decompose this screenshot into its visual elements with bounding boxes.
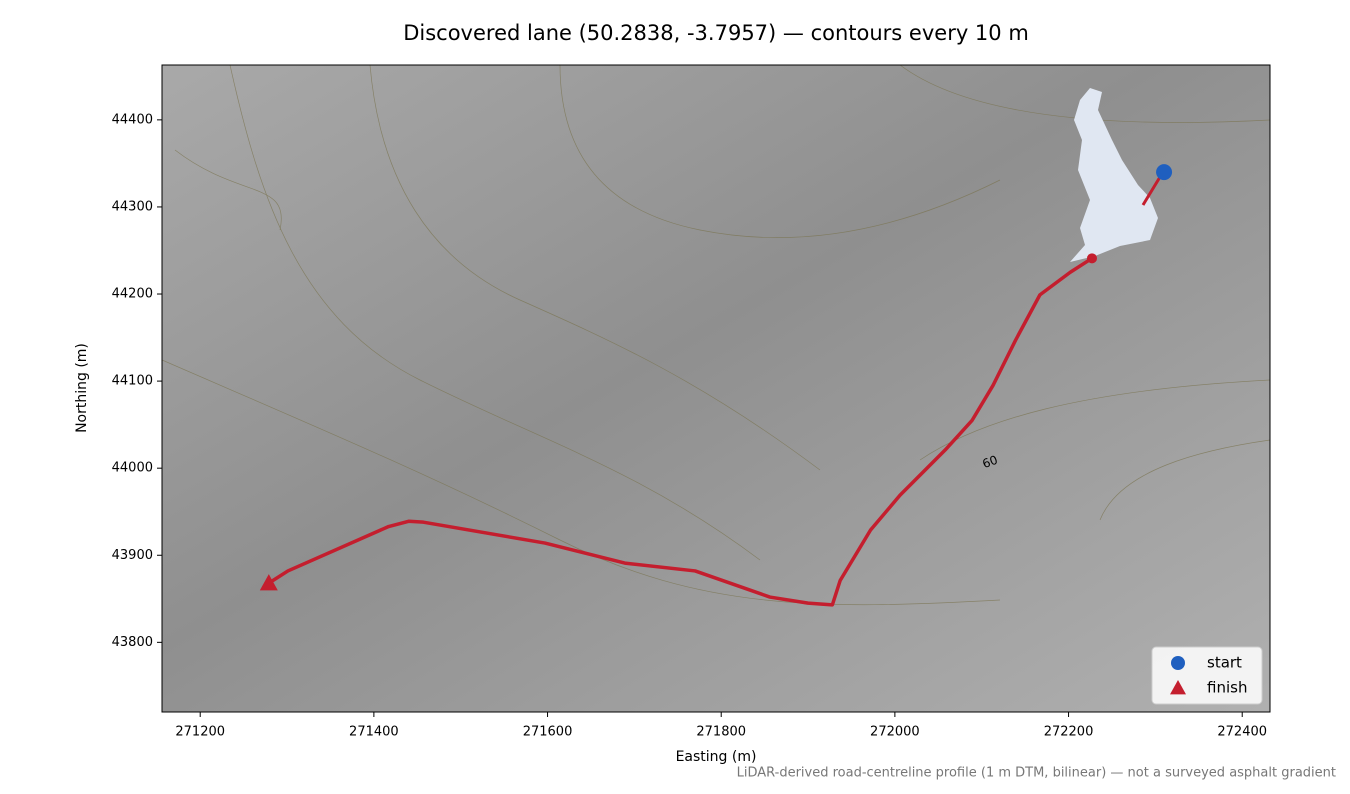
y-tick-label: 43900 <box>112 548 153 563</box>
finish-marker <box>259 574 278 591</box>
legend-start-marker <box>1171 656 1185 670</box>
y-tick-label: 44200 <box>112 287 153 302</box>
x-tick-label: 272200 <box>1044 725 1094 740</box>
plot-frame <box>161 64 1271 713</box>
legend-finish-marker <box>1170 680 1186 695</box>
x-tick-label: 271800 <box>696 725 746 740</box>
legend-label: start <box>1207 654 1242 672</box>
contours <box>162 65 1270 606</box>
uk-inset <box>1070 88 1158 262</box>
y-tick-label: 44400 <box>112 112 153 127</box>
start-marker <box>1156 164 1173 181</box>
footnote: LiDAR-derived road-centreline profile (1… <box>737 766 1336 781</box>
x-axis-label: Easting (m) <box>676 749 757 765</box>
x-tick-label: 271600 <box>523 725 573 740</box>
x-tick-label: 271200 <box>175 725 225 740</box>
route-end <box>1086 253 1097 264</box>
route-line <box>267 256 1093 607</box>
x-tick-label: 272400 <box>1217 725 1267 740</box>
legend-label: finish <box>1207 679 1247 697</box>
contour-label: 60 <box>980 453 999 471</box>
x-tick-label: 272000 <box>870 725 920 740</box>
y-tick-label: 44000 <box>112 461 153 476</box>
y-axis-label: Northing (m) <box>74 343 90 433</box>
y-tick-label: 43800 <box>112 635 153 650</box>
y-tick-label: 44300 <box>112 199 153 214</box>
x-tick-label: 271400 <box>349 725 399 740</box>
chart-title: Discovered lane (50.2838, -3.7957) — con… <box>403 21 1029 45</box>
y-tick-label: 44100 <box>112 374 153 389</box>
